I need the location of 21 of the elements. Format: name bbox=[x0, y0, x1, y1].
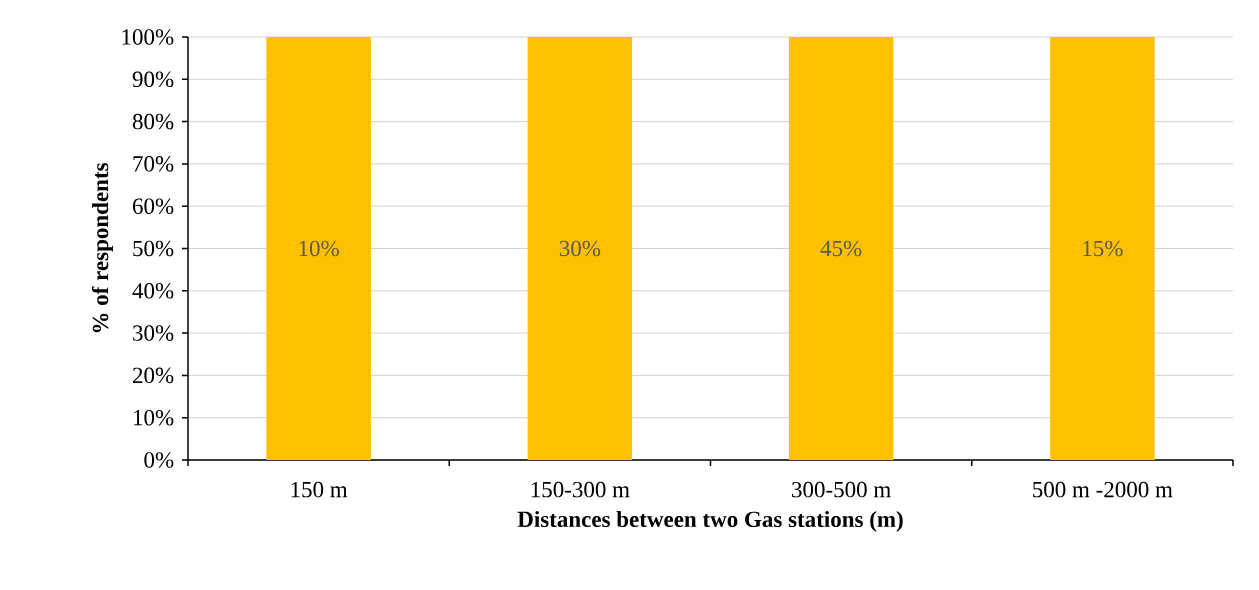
x-tick-label: 500 m -2000 m bbox=[1033, 481, 1173, 498]
annotation: 15% bbox=[1083, 240, 1123, 257]
x-axis-title: Distances between two Gas stations (m) bbox=[517, 510, 903, 532]
y-tick-label: 10% bbox=[134, 409, 174, 426]
y-axis-title: % of respondents bbox=[91, 163, 113, 333]
y-tick-label: 60% bbox=[132, 198, 174, 214]
annotation: 30% bbox=[559, 240, 601, 257]
y-tick-label: 40% bbox=[132, 282, 174, 299]
annotation: 10% bbox=[299, 240, 339, 257]
x-tick-label: 150-300 m bbox=[531, 481, 630, 498]
y-tick-label: 0% bbox=[144, 452, 174, 468]
y-tick-label: 100% bbox=[122, 29, 174, 45]
annotation: 45% bbox=[820, 240, 862, 257]
y-tick-label: 50% bbox=[133, 240, 174, 257]
x-tick-label: 150 m bbox=[291, 481, 348, 498]
y-tick-label: 80% bbox=[132, 113, 174, 130]
y-tick-label: 70% bbox=[133, 156, 174, 172]
y-tick-label: 30% bbox=[133, 325, 174, 341]
y-tick-label: 90% bbox=[132, 71, 174, 88]
y-tick-label: 20% bbox=[133, 367, 174, 384]
x-tick-label: 300-500 m bbox=[792, 481, 891, 498]
